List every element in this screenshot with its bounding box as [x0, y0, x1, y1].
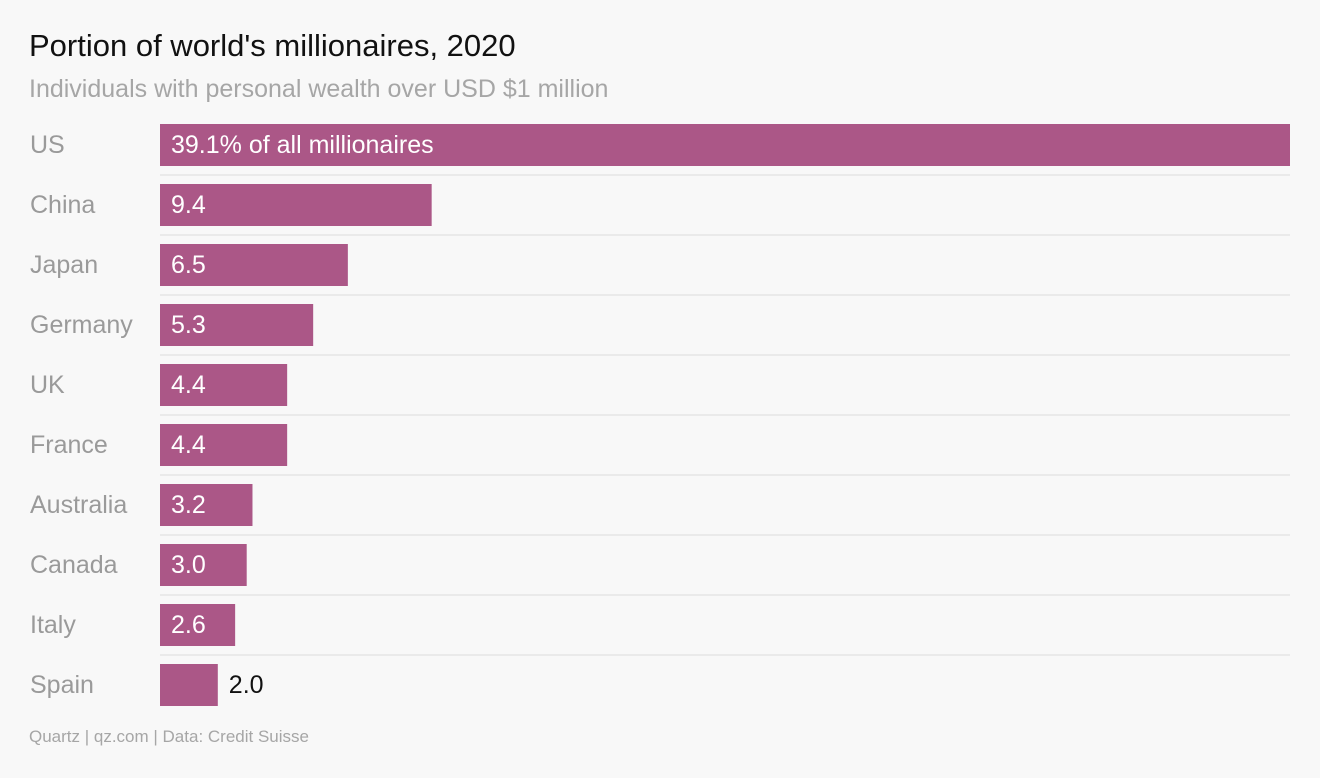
value-label: 2.6	[171, 611, 206, 639]
category-label: UK	[30, 371, 65, 399]
bar	[160, 304, 314, 346]
category-label: France	[30, 431, 108, 459]
category-label: Japan	[30, 251, 98, 279]
bar	[160, 424, 288, 466]
source-credit: Quartz | qz.com | Data: Credit Suisse	[29, 727, 309, 746]
value-label: 9.4	[171, 191, 206, 219]
category-label: Australia	[30, 491, 127, 519]
category-label: Italy	[30, 611, 76, 639]
category-label: Spain	[30, 671, 94, 699]
bar	[160, 664, 218, 706]
value-label: 6.5	[171, 251, 206, 279]
bar	[160, 484, 253, 526]
value-label: 3.2	[171, 491, 206, 519]
value-label: 4.4	[171, 431, 206, 459]
bar	[160, 544, 247, 586]
bar	[160, 244, 348, 286]
category-label: China	[30, 191, 95, 219]
chart-title: Portion of world's millionaires, 2020	[29, 28, 516, 63]
category-label: Germany	[30, 311, 133, 339]
category-label: US	[30, 131, 65, 159]
bar	[160, 124, 1290, 166]
chart-subtitle: Individuals with personal wealth over US…	[29, 75, 609, 103]
value-label: 2.0	[229, 671, 264, 699]
value-label: 4.4	[171, 371, 206, 399]
bar	[160, 364, 288, 406]
value-label: 5.3	[171, 311, 206, 339]
bar	[160, 604, 236, 646]
value-label: 3.0	[171, 551, 206, 579]
bar	[160, 184, 432, 226]
value-label: 39.1% of all millionaires	[171, 131, 434, 159]
category-label: Canada	[30, 551, 118, 579]
